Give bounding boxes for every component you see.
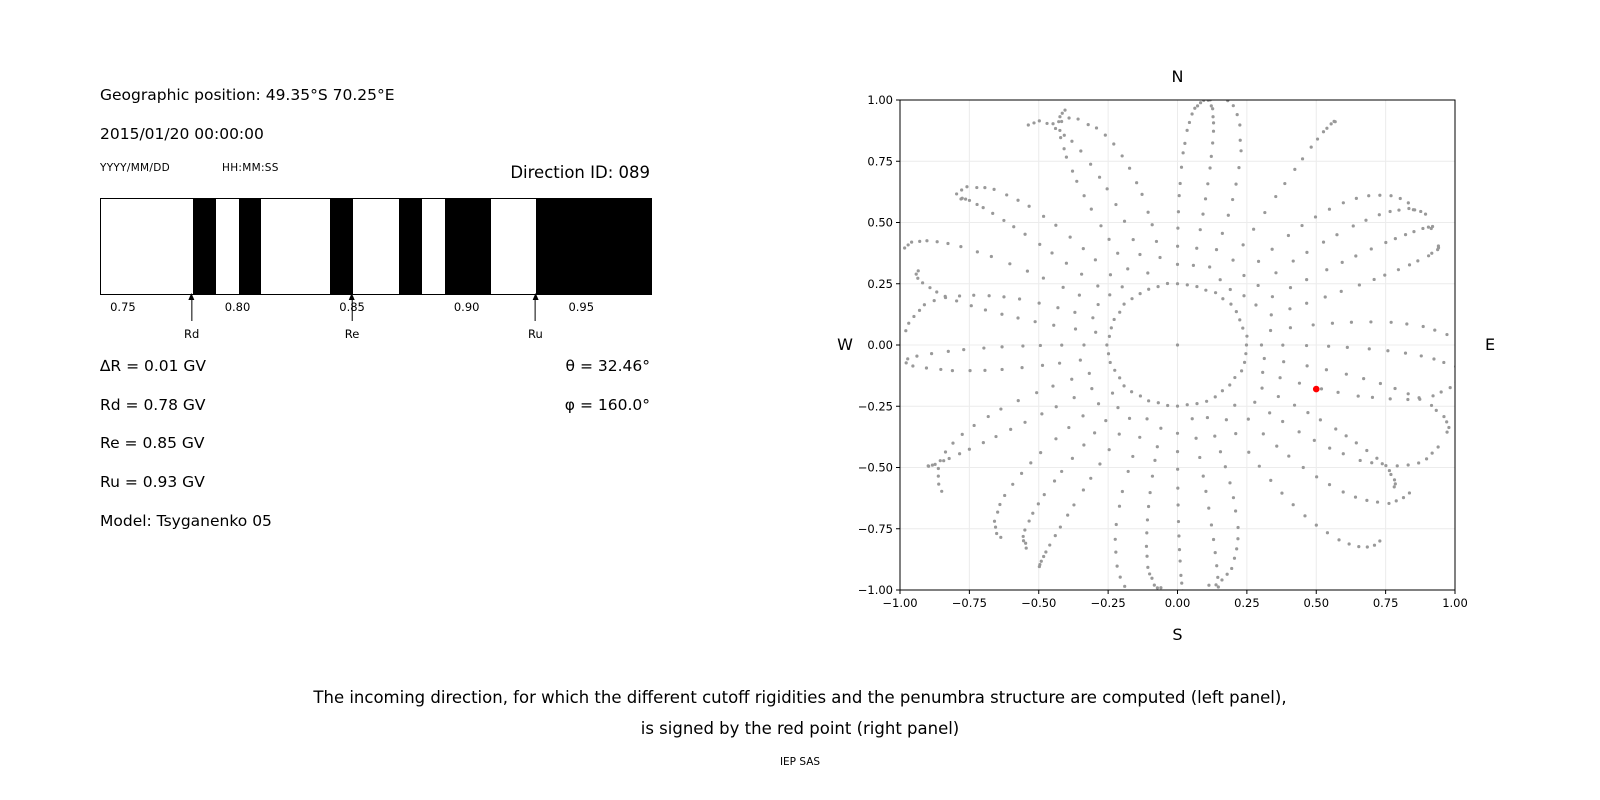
x-tick-label: 0.75 xyxy=(1373,596,1399,610)
penumbra-tick-label: 0.90 xyxy=(453,300,480,314)
y-tick-label: −1.00 xyxy=(858,583,893,597)
marker-label: Re xyxy=(344,327,360,341)
penumbra-black-band xyxy=(238,199,262,294)
credit-text: IEP SAS xyxy=(779,756,821,768)
x-tick-label: −0.25 xyxy=(1091,596,1126,610)
x-tick-label: 0.50 xyxy=(1303,596,1329,610)
penumbra-bars xyxy=(101,199,651,294)
penumbra-black-band xyxy=(444,199,491,294)
y-tick-label: 0.50 xyxy=(867,216,893,230)
y-tick-label: −0.75 xyxy=(858,522,893,536)
penumbra-tick-label: 0.75 xyxy=(110,300,136,314)
direction-id-text: Direction ID: 089 xyxy=(510,163,650,182)
penumbra-tick-label: 0.95 xyxy=(568,300,595,314)
x-tick-label: 1.00 xyxy=(1442,596,1468,610)
y-tick-label: 0.75 xyxy=(867,154,893,168)
datetime-text: 2015/01/20 00:00:00 xyxy=(100,125,264,143)
arrow-line xyxy=(534,300,536,321)
geo-position-text: Geographic position: 49.35°S 70.25°E xyxy=(100,86,395,104)
compass-label-s: S xyxy=(1172,625,1182,644)
theta-text: θ = 32.46° xyxy=(565,357,650,375)
y-tick-label: −0.25 xyxy=(858,399,893,413)
tick-marks xyxy=(896,99,1456,594)
direction-dots xyxy=(903,100,1455,590)
arrow-line xyxy=(191,300,193,321)
penumbra-tick-label: 0.80 xyxy=(224,300,251,314)
caption-line2: is signed by the red point (right panel) xyxy=(640,719,960,738)
x-tick-label: 0.00 xyxy=(1165,596,1191,610)
y-tick-label: 0.25 xyxy=(867,277,893,291)
compass-label-e: E xyxy=(1485,335,1495,354)
compass-label-w: W xyxy=(837,335,853,354)
arrow-up-icon xyxy=(349,293,356,300)
direction-plot: −1.00 −0.75 −0.50 −0.25 0.00 0.25 0.50 0.75 1.00… xyxy=(837,67,1495,644)
time-format-label: HH:MM:SS xyxy=(222,162,279,174)
rd-text: Rd = 0.78 GV xyxy=(100,396,206,414)
arrow-up-icon xyxy=(532,293,539,300)
penumbra-black-band xyxy=(192,199,216,294)
selected-direction-point xyxy=(1312,385,1320,393)
compass-labels: N S W E xyxy=(837,67,1495,644)
penumbra-marker-re: Re xyxy=(344,293,360,341)
penumbra-markers: Rd Re Ru xyxy=(100,293,650,348)
y-tick-label: −0.50 xyxy=(858,461,893,475)
delta-r-text: ∆R = 0.01 GV xyxy=(100,357,207,375)
tick-labels: −1.00 −0.75 −0.50 −0.25 0.00 0.25 0.50 0.75 1.00… xyxy=(858,93,1468,610)
penumbra-marker-rd: Rd xyxy=(184,293,199,341)
arrow-up-icon xyxy=(188,293,195,300)
marker-label: Ru xyxy=(528,327,543,341)
penumbra-x-ticks: 0.750.800.850.900.95 xyxy=(100,300,650,316)
penumbra-black-band xyxy=(398,199,422,294)
penumbra-plot xyxy=(100,198,652,295)
model-text: Model: Tsyganenko 05 xyxy=(100,512,272,530)
penumbra-black-band xyxy=(330,199,354,294)
y-tick-label: 0.00 xyxy=(867,338,893,352)
phi-text: φ = 160.0° xyxy=(564,396,650,414)
compass-label-n: N xyxy=(1172,67,1184,86)
x-tick-label: 0.25 xyxy=(1234,596,1260,610)
x-tick-label: −1.00 xyxy=(882,596,917,610)
date-format-label: YYYY/MM/DD xyxy=(100,162,171,174)
re-text: Re = 0.85 GV xyxy=(100,434,205,452)
marker-label: Rd xyxy=(184,327,200,341)
caption-line1: The incoming direction, for which the di… xyxy=(313,688,1287,707)
ru-text: Ru = 0.93 GV xyxy=(100,473,205,491)
x-tick-label: −0.50 xyxy=(1021,596,1056,610)
penumbra-marker-ru: Ru xyxy=(528,293,543,341)
arrow-line xyxy=(351,300,353,321)
x-tick-label: −0.75 xyxy=(952,596,987,610)
penumbra-black-band xyxy=(536,199,651,294)
y-tick-label: 1.00 xyxy=(867,93,893,107)
